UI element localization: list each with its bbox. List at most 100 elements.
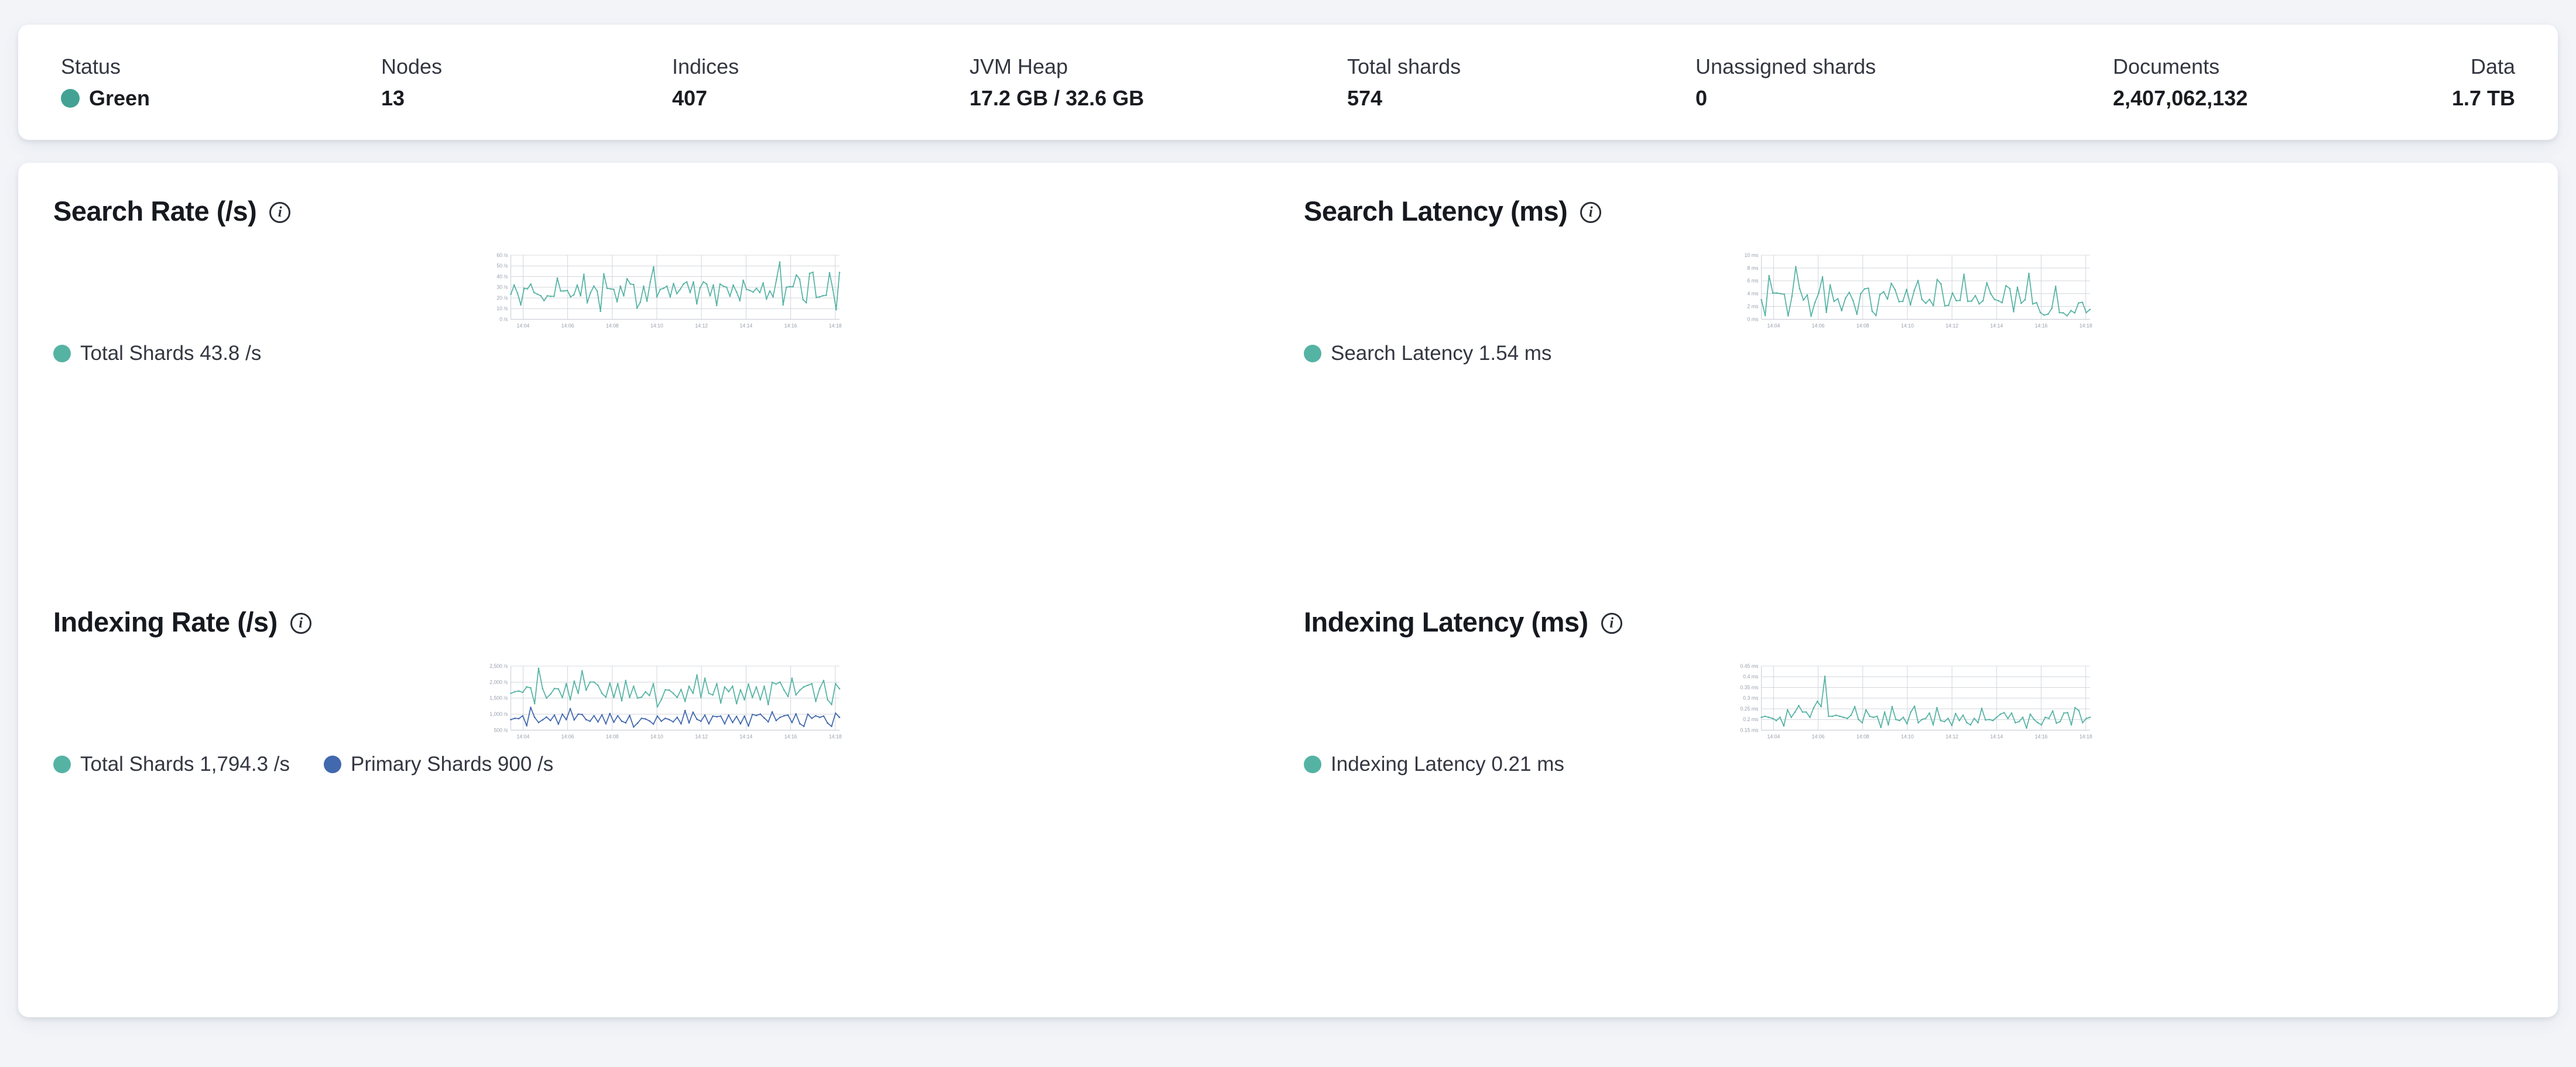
x-tick-label: 14:14 (1990, 734, 2003, 740)
stat-label: Indices (672, 54, 739, 78)
legend-item[interactable]: Total Shards 43.8 /s (53, 342, 261, 365)
y-tick-label: 60 /s (496, 252, 508, 258)
stat-value: 17.2 GB / 32.6 GB (970, 85, 1145, 110)
x-tick-label: 14:16 (2035, 734, 2048, 740)
stat-documents: Documents 2,407,062,132 (2113, 56, 2452, 109)
x-tick-label: 14:14 (1990, 323, 2003, 329)
y-tick-label: 8 ms (1747, 265, 1759, 271)
y-tick-label: 0.35 ms (1740, 685, 1759, 691)
chart-title: Indexing Rate (/s) (53, 606, 278, 637)
stat-value: 13 (381, 85, 405, 110)
x-tick-label: 14:08 (1856, 323, 1869, 329)
legend-item[interactable]: Indexing Latency 0.21 ms (1304, 753, 1564, 776)
search-latency-chart[interactable]: 10 ms 8 ms 6 ms 4 ms 2 ms 0 ms 14:04 14:06 14:08… (1304, 252, 2523, 330)
stat-value: 1.7 TB (2451, 85, 2515, 110)
y-tick-label: 0 /s (499, 316, 508, 322)
info-icon[interactable]: i (290, 613, 311, 634)
y-tick-label: 1,000 /s (489, 711, 508, 717)
legend-label: Indexing Latency 0.21 ms (1331, 753, 1564, 776)
info-icon[interactable]: i (269, 202, 291, 223)
cluster-stats-bar: Status Green Nodes 13 Indices 407 JVM He… (18, 25, 2558, 140)
chart-search-latency: Search Latency (ms) i 10 ms 8 ms 6 ms 4 ms 2… (1304, 193, 2523, 548)
y-tick-label: 0.45 ms (1740, 663, 1759, 669)
legend-item[interactable]: Primary Shards 900 /s (324, 753, 553, 776)
legend-dot-icon (1304, 756, 1321, 774)
page: Status Green Nodes 13 Indices 407 JVM He… (0, 25, 2576, 1018)
chart-title-row: Search Latency (ms) i (1304, 193, 2523, 228)
chart-indexing-latency: Indexing Latency (ms) i 0.45 ms 0.4 ms 0.3… (1304, 604, 2523, 959)
charts-panel: Search Rate (/s) i 60 /s 50 /s 40 /s 30 /s 2… (18, 163, 2558, 1018)
stat-total-shards: Total shards 574 (1347, 56, 1695, 109)
stat-unassigned-shards: Unassigned shards 0 (1695, 56, 2113, 109)
legend-label: Primary Shards 900 /s (351, 753, 554, 776)
x-tick-label: 14:08 (606, 323, 619, 329)
chart-legend: Total Shards 1,794.3 /s Primary Shards 90… (53, 753, 1272, 776)
y-tick-label: 500 /s (494, 728, 508, 733)
indexing-rate-chart[interactable]: 2,500 /s 2,000 /s 1,500 /s 1,000 /s 500 /s 14… (53, 663, 1272, 741)
info-icon[interactable]: i (1601, 613, 1622, 634)
y-tick-label: 0.3 ms (1743, 695, 1759, 701)
series-line (510, 668, 840, 708)
x-tick-label: 14:16 (785, 323, 797, 329)
x-tick-label: 14:10 (650, 323, 663, 329)
stat-jvm-heap: JVM Heap 17.2 GB / 32.6 GB (970, 56, 1347, 109)
chart-search-rate: Search Rate (/s) i 60 /s 50 /s 40 /s 30 /s 2… (53, 193, 1272, 548)
legend-dot-icon (1304, 345, 1321, 363)
indexing-latency-chart[interactable]: 0.45 ms 0.4 ms 0.35 ms 0.3 ms 0.25 ms 0.2 ms 0… (1304, 663, 2523, 741)
x-tick-label: 14:08 (1856, 734, 1869, 740)
legend-item[interactable]: Search Latency 1.54 ms (1304, 342, 1551, 365)
legend-item[interactable]: Total Shards 1,794.3 /s (53, 753, 290, 776)
charts-grid: Search Rate (/s) i 60 /s 50 /s 40 /s 30 /s 2… (53, 193, 2523, 959)
search-rate-chart[interactable]: 60 /s 50 /s 40 /s 30 /s 20 /s 10 /s 0 /s 14:04 1… (53, 252, 1272, 330)
legend-label: Total Shards 43.8 /s (80, 342, 262, 365)
stat-indices: Indices 407 (672, 56, 970, 109)
x-tick-label: 14:12 (695, 734, 708, 740)
legend-dot-icon (53, 756, 71, 774)
chart-indexing-rate: Indexing Rate (/s) i 2,500 /s 2,000 /s 1,5… (53, 604, 1272, 959)
legend-dot-icon (324, 756, 341, 774)
chart-legend: Search Latency 1.54 ms (1304, 342, 2523, 365)
y-tick-label: 0 ms (1747, 316, 1759, 322)
stat-label: Documents (2113, 54, 2220, 78)
legend-label: Total Shards 1,794.3 /s (80, 753, 290, 776)
y-tick-label: 2 ms (1747, 304, 1759, 310)
x-tick-label: 14:04 (517, 734, 530, 740)
x-tick-label: 14:08 (606, 734, 619, 740)
stat-value: 2,407,062,132 (2113, 85, 2248, 110)
chart-legend: Indexing Latency 0.21 ms (1304, 753, 2523, 776)
series-line (1760, 266, 2091, 317)
y-tick-label: 50 /s (496, 263, 508, 269)
x-tick-label: 14:12 (1945, 323, 1958, 329)
y-tick-label: 0.4 ms (1743, 674, 1759, 680)
x-tick-label: 14:12 (1945, 734, 1958, 740)
y-tick-label: 30 /s (496, 284, 508, 290)
y-tick-label: 6 ms (1747, 278, 1759, 284)
legend-label: Search Latency 1.54 ms (1331, 342, 1552, 365)
chart-legend: Total Shards 43.8 /s (53, 342, 1272, 365)
x-tick-label: 14:18 (2080, 734, 2092, 740)
y-tick-label: 20 /s (496, 295, 508, 301)
x-tick-label: 14:10 (1901, 734, 1914, 740)
info-icon[interactable]: i (1580, 202, 1602, 223)
stat-value: 0 (1695, 85, 1708, 110)
chart-title-row: Search Rate (/s) i (53, 193, 1272, 228)
y-tick-label: 10 /s (496, 306, 508, 311)
y-tick-label: 2,500 /s (489, 663, 508, 669)
x-tick-label: 14:04 (1767, 323, 1780, 329)
stat-label: Nodes (381, 54, 443, 78)
chart-title: Indexing Latency (ms) (1304, 606, 1588, 637)
stat-value: 574 (1347, 85, 1383, 110)
stat-label: Unassigned shards (1695, 54, 1876, 78)
x-tick-label: 14:06 (561, 734, 574, 740)
x-tick-label: 14:04 (1767, 734, 1780, 740)
stat-label: Data (2470, 54, 2515, 78)
status-text: Green (89, 85, 150, 110)
x-tick-label: 14:18 (2080, 323, 2092, 329)
stat-nodes: Nodes 13 (381, 56, 672, 109)
stat-value: 407 (672, 85, 708, 110)
x-tick-label: 14:16 (2035, 323, 2048, 329)
x-tick-label: 14:06 (1812, 323, 1825, 329)
series-line (1760, 675, 2091, 729)
x-tick-label: 14:16 (785, 734, 797, 740)
legend-dot-icon (53, 345, 71, 363)
